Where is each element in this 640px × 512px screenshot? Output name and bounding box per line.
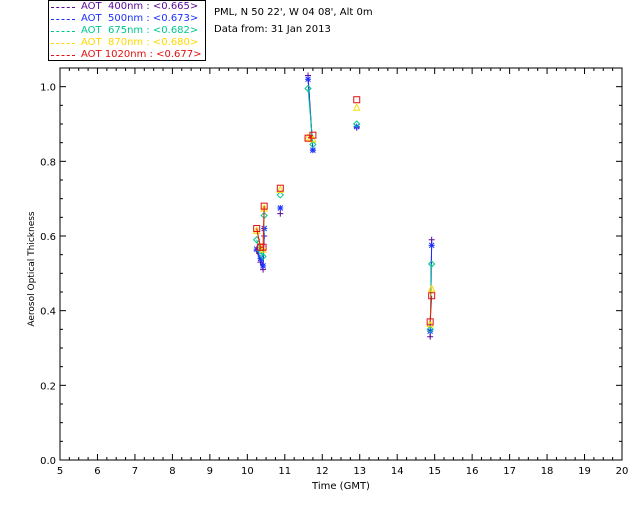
y-tick-label: 0.0 [40, 456, 56, 467]
x-tick-label: 12 [316, 466, 329, 477]
data-point [259, 252, 267, 261]
series-aot-1020nm [253, 96, 436, 326]
date-info: Data from: 31 Jan 2013 [214, 24, 331, 35]
data-point [252, 226, 261, 234]
x-axis-label: Time (GMT) [311, 481, 370, 492]
data-point [304, 84, 312, 93]
data-point [353, 120, 361, 128]
data-point [428, 242, 435, 249]
data-point [257, 255, 264, 262]
data-point [427, 333, 434, 340]
site-info: PML, N 50 22', W 04 08', Alt 0m [214, 7, 373, 18]
x-tick-label: 17 [503, 466, 516, 477]
data-point [428, 292, 436, 300]
x-tick-label: 19 [578, 466, 591, 477]
legend-item-500nm: AOT 500nm : <0.673> [51, 13, 205, 25]
y-tick-label: 1.0 [40, 83, 56, 94]
legend-swatch [51, 31, 75, 32]
x-tick-label: 18 [541, 466, 554, 477]
data-point [309, 140, 317, 149]
data-point [260, 202, 268, 210]
x-tick-label: 14 [391, 466, 404, 477]
data-point [259, 243, 267, 251]
plot-frame [59, 67, 623, 461]
x-tick-label: 16 [466, 466, 479, 477]
x-tick-label: 7 [132, 466, 138, 477]
legend-label: AOT 870nm : <0.680> [81, 37, 199, 48]
data-point [353, 96, 361, 104]
data-point [260, 262, 267, 269]
data-point [426, 325, 434, 334]
legend-swatch [51, 43, 75, 44]
x-tick-label: 5 [57, 466, 63, 477]
x-tick-label: 20 [616, 466, 629, 477]
data-point [428, 236, 435, 243]
plot-axes [59, 67, 623, 461]
data-point [253, 246, 260, 253]
legend-label: AOT 500nm : <0.673> [81, 13, 199, 24]
data-point [305, 76, 312, 83]
data-point [253, 225, 261, 233]
legend-item-400nm: AOT 400nm : <0.665> [51, 1, 205, 13]
legend-item-1020nm: AOT 1020nm : <0.677> [51, 49, 205, 61]
x-tick-label: 15 [428, 466, 441, 477]
legend-swatch [51, 19, 75, 20]
x-tick-label: 6 [94, 466, 100, 477]
data-point [259, 244, 267, 253]
series-line [256, 206, 265, 248]
axis-ticks: 5 6 7 8 9 10 11 12 13 14 15 16 17 18 19 20 0.0 0.2 0.4 0.6 0… [40, 67, 629, 477]
data-point [426, 319, 434, 328]
data-point [276, 185, 285, 193]
x-tick-label: 11 [278, 466, 291, 477]
data-point [309, 147, 316, 154]
series-aot-870nm [252, 103, 436, 328]
x-tick-label: 9 [207, 466, 213, 477]
y-tick-label: 0.8 [40, 157, 56, 168]
legend-swatch [51, 7, 75, 8]
y-tick-label: 0.6 [40, 232, 56, 243]
data-point [276, 191, 285, 199]
data-point [426, 318, 434, 326]
series-aot-500nm [253, 76, 435, 335]
x-tick-label: 8 [169, 466, 175, 477]
data-point [277, 210, 284, 217]
data-point [427, 328, 434, 335]
legend-item-870nm: AOT 870nm : <0.680> [51, 37, 205, 49]
y-axis-label: Aerosol Optical Thickness [27, 211, 37, 327]
data-point [427, 284, 436, 292]
legend-item-675nm: AOT 675nm : <0.682> [51, 25, 205, 37]
series-line [429, 295, 433, 322]
legend-label: AOT 1020nm : <0.677> [81, 49, 202, 60]
data-point [276, 184, 284, 192]
series-layer [252, 72, 436, 340]
x-tick-label: 10 [241, 466, 254, 477]
legend-label: AOT 675nm : <0.682> [81, 25, 199, 36]
y-tick-label: 0.2 [40, 381, 56, 392]
legend: AOT 400nm : <0.665> AOT 500nm : <0.673> … [48, 0, 206, 61]
data-point [277, 205, 284, 211]
y-tick-label: 0.4 [40, 307, 56, 318]
x-tick-label: 13 [353, 466, 366, 477]
series-aot-400nm [253, 72, 435, 340]
legend-label: AOT 400nm : <0.665> [81, 1, 199, 12]
legend-swatch [51, 55, 75, 56]
data-point [352, 103, 361, 111]
data-point [427, 260, 436, 268]
series-line [307, 134, 314, 139]
data-point [309, 131, 317, 139]
